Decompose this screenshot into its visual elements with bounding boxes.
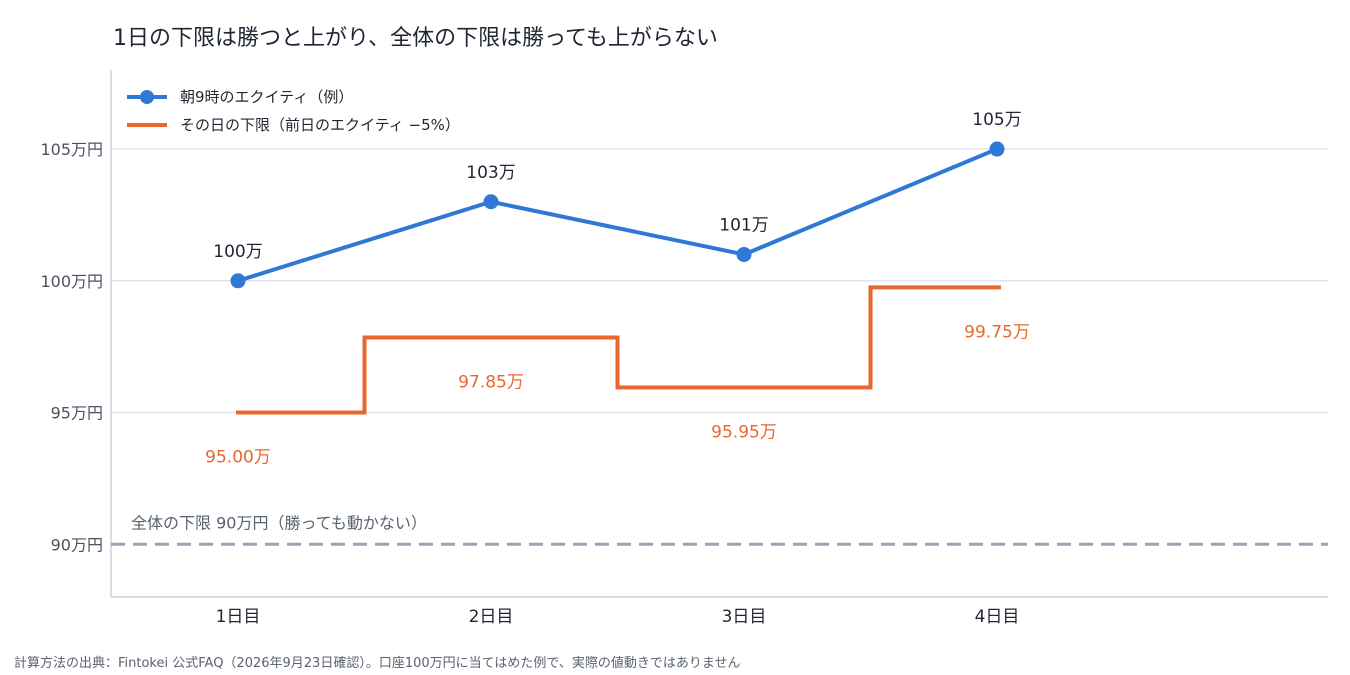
reference-layer: 全体の下限 90万円（勝っても動かない）	[111, 513, 1328, 546]
equity-point	[989, 141, 1005, 157]
y-tick-label: 105万円	[40, 140, 103, 159]
equity-data-label: 100万	[213, 242, 262, 262]
equity-data-label: 101万	[719, 215, 768, 235]
equity-point	[736, 246, 752, 262]
y-tick-label: 95万円	[51, 404, 103, 423]
line-chart: 90万円 95万円 100万円 105万円 1日目 2日目 3日目 4日目 全体の下限 90万…	[40, 70, 1328, 627]
grid-layer	[111, 148, 1328, 414]
equity-point	[483, 194, 499, 210]
x-tick-label: 4日目	[975, 607, 1020, 627]
floor-data-label: 95.00万	[205, 448, 271, 468]
equity-line	[237, 147, 998, 283]
equity-data-label: 103万	[466, 163, 515, 183]
chart-title: 1日の下限は勝つと上がり、全体の下限は勝っても上がらない	[113, 26, 718, 51]
overall-floor-label: 全体の下限 90万円（勝っても動かない）	[131, 513, 427, 532]
labels-layer: 100万 103万 101万 105万 95.00万 97.85万 95.95万 99.75万	[205, 110, 1030, 468]
legend-equity-label: 朝9時のエクイティ（例）	[180, 88, 353, 106]
axes-layer: 90万円 95万円 100万円 105万円 1日目 2日目 3日目 4日目	[40, 70, 1328, 627]
series-layer	[230, 141, 1005, 415]
floor-data-label: 95.95万	[711, 423, 777, 443]
legend-floor-label: その日の下限（前日のエクイティ −5%）	[180, 116, 460, 134]
equity-point	[230, 273, 246, 289]
x-tick-label: 3日目	[722, 607, 767, 627]
equity-data-label: 105万	[972, 110, 1021, 130]
y-tick-label: 100万円	[40, 272, 103, 291]
legend-equity-marker	[140, 90, 154, 104]
legend: 朝9時のエクイティ（例） その日の下限（前日のエクイティ −5%）	[127, 88, 460, 134]
x-tick-label: 2日目	[469, 607, 514, 627]
floor-data-label: 97.85万	[458, 372, 524, 392]
x-tick-label: 1日目	[216, 607, 261, 627]
floor-data-label: 99.75万	[964, 322, 1030, 342]
daily-floor-step-line	[236, 285, 1001, 415]
source-note: 計算方法の出典：Fintokei 公式FAQ（2026年9月23日確認）。口座1…	[14, 656, 741, 671]
y-tick-label: 90万円	[51, 535, 103, 554]
